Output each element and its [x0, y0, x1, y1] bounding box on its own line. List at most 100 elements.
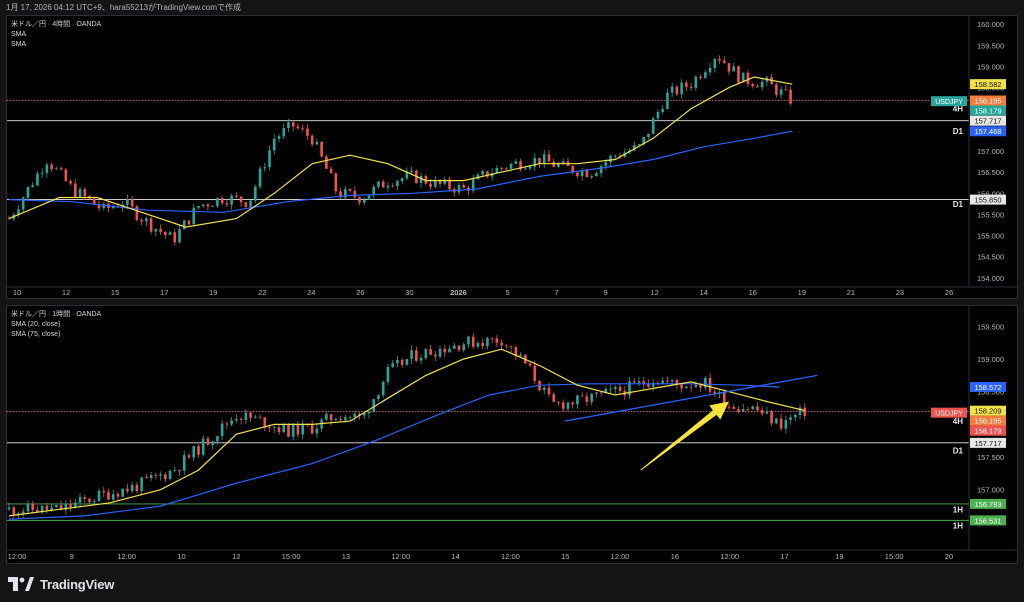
candle-body [40, 172, 44, 174]
candle-body [713, 59, 717, 68]
candle-body [235, 195, 238, 197]
candle-body [391, 185, 394, 187]
candle-body [514, 161, 518, 164]
candle-body [315, 141, 319, 145]
price-badge [970, 437, 1006, 448]
candle-body [36, 173, 39, 186]
candle-body [17, 209, 20, 215]
x-tick-label: 19 [798, 288, 806, 297]
candle-body [88, 498, 91, 502]
x-tick-label: 15:00 [885, 552, 904, 561]
candle-body [547, 387, 551, 395]
price-badge [970, 95, 1006, 106]
chart-canvas-4h[interactable]: 160.000159.500159.000158.500158.000157.5… [7, 16, 1017, 298]
footer: TradingView [0, 568, 1024, 602]
candle-body [400, 178, 404, 182]
x-tick-label: 19 [835, 552, 843, 561]
candle-body [159, 474, 162, 476]
tradingview-logo[interactable]: TradingView [8, 576, 138, 594]
candle-body [26, 503, 30, 512]
candle-body [277, 136, 281, 139]
candle-body [201, 438, 205, 455]
candle-body [272, 138, 276, 151]
x-tick-label: 15:00 [282, 552, 301, 561]
candle-body [585, 396, 589, 402]
chart-pane-1h[interactable]: 159.500159.000158.500158.000157.500157.0… [6, 305, 1018, 564]
candle-body [59, 504, 63, 510]
legend-sma-20: SMA (20, close) [11, 321, 61, 328]
candle-body [69, 503, 72, 508]
candle-body [291, 122, 295, 127]
chart-pane-4h[interactable]: 160.000159.500159.000158.500158.000157.5… [6, 15, 1018, 299]
candle-body [282, 424, 286, 433]
candle-body [187, 220, 191, 225]
candle-body [220, 197, 224, 204]
candle-body [680, 384, 683, 389]
x-tick-label: 30 [405, 288, 413, 297]
candle-body [405, 172, 409, 179]
candle-body [628, 381, 631, 396]
candle-body [325, 156, 328, 169]
x-tick-label: 12 [651, 288, 659, 297]
price-badge-text: 158.582 [974, 80, 1001, 89]
price-badge-text: 158.195 [974, 97, 1001, 106]
candle-body [339, 191, 342, 198]
candle-body [746, 72, 750, 84]
candle-body [509, 346, 513, 348]
x-tick-label: 16 [749, 288, 757, 297]
candle-body [779, 89, 783, 95]
candle-body [145, 218, 148, 222]
candle-body [434, 179, 437, 187]
candle-body [206, 204, 210, 207]
candle-body [197, 206, 200, 208]
legend-sma-1: SMA [11, 31, 27, 38]
candle-body [722, 60, 726, 64]
candle-body [599, 165, 603, 174]
candle-body [55, 504, 58, 508]
sma-long-line [8, 130, 793, 213]
candle-body [344, 417, 347, 421]
x-tick-label: 26 [945, 288, 953, 297]
candle-body [173, 470, 177, 471]
candle-body [618, 386, 622, 391]
candle-body [239, 196, 243, 203]
candle-body [121, 488, 124, 497]
legend-symbol: 米ドル／円 · 4時間 · OANDA [11, 21, 102, 28]
candle-body [599, 392, 603, 394]
level-tag: D1 [953, 200, 964, 209]
candle-body [396, 360, 399, 364]
symbol-badge-text: USDJPY [935, 99, 963, 106]
x-tick-label: 15 [111, 288, 119, 297]
candle-body [362, 199, 366, 203]
y-tick-label: 159.000 [977, 62, 1004, 71]
candle-body [670, 86, 674, 93]
y-tick-label: 155.000 [977, 232, 1004, 241]
price-badge [970, 415, 1006, 426]
candle-body [287, 424, 290, 437]
x-tick-label: 21 [847, 288, 855, 297]
candle-body [249, 412, 252, 418]
y-tick-label: 158.500 [977, 388, 1004, 397]
sma-short-line [8, 76, 793, 228]
x-tick-label: 7 [554, 288, 558, 297]
price-badge-text: 157.717 [974, 439, 1001, 448]
candle-body [197, 446, 200, 455]
candle-body [614, 386, 617, 389]
price-badge-text: 157.468 [974, 127, 1001, 136]
price-badge-text: 156.783 [974, 500, 1001, 509]
price-badge [970, 515, 1006, 526]
price-badge [970, 498, 1006, 509]
candle-body [102, 490, 106, 493]
candle-body [149, 475, 153, 479]
x-tick-label: 10 [177, 552, 185, 561]
candle-body [168, 470, 172, 479]
candle-body [59, 168, 63, 170]
candle-body [254, 186, 257, 201]
candle-body [206, 438, 210, 445]
candle-body [595, 392, 598, 394]
candle-body [225, 423, 229, 425]
chart-canvas-1h[interactable]: 159.500159.000158.500158.000157.500157.0… [7, 306, 1017, 563]
x-tick-label: 23 [896, 288, 904, 297]
candle-body [329, 414, 333, 421]
price-badge-text: 157.717 [974, 117, 1001, 126]
